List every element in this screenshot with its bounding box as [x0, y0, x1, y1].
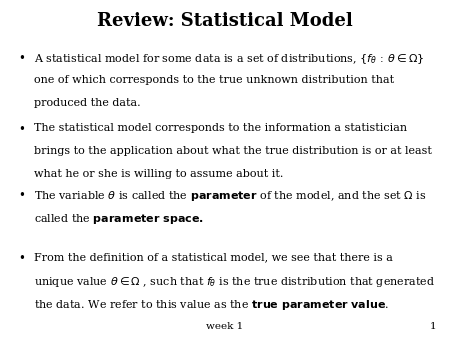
- Text: the data. We refer to this value as the $\mathbf{true\ parameter\ value}$.: the data. We refer to this value as the …: [34, 298, 389, 312]
- Text: produced the data.: produced the data.: [34, 98, 140, 108]
- Text: unique value $\theta \in \Omega$ , such that $f_\theta$ is the true distribution: unique value $\theta \in \Omega$ , such …: [34, 275, 435, 289]
- Text: 1: 1: [430, 322, 436, 331]
- Text: one of which corresponds to the true unknown distribution that: one of which corresponds to the true unk…: [34, 75, 394, 86]
- Text: week 1: week 1: [207, 322, 243, 331]
- Text: Review: Statistical Model: Review: Statistical Model: [97, 12, 353, 30]
- Text: •: •: [18, 123, 25, 136]
- Text: what he or she is willing to assume about it.: what he or she is willing to assume abou…: [34, 169, 283, 179]
- Text: called the $\mathbf{parameter\ space.}$: called the $\mathbf{parameter\ space.}$: [34, 212, 204, 226]
- Text: The statistical model corresponds to the information a statistician: The statistical model corresponds to the…: [34, 123, 407, 134]
- Text: •: •: [18, 189, 25, 202]
- Text: brings to the application about what the true distribution is or at least: brings to the application about what the…: [34, 146, 432, 156]
- Text: A statistical model for some data is a set of distributions, $\{f_\theta\,:\,\th: A statistical model for some data is a s…: [34, 52, 424, 66]
- Text: •: •: [18, 52, 25, 65]
- Text: From the definition of a statistical model, we see that there is a: From the definition of a statistical mod…: [34, 252, 392, 262]
- Text: •: •: [18, 252, 25, 265]
- Text: The variable $\theta$ is called the $\mathbf{parameter}$ of the model, and the s: The variable $\theta$ is called the $\ma…: [34, 189, 426, 203]
